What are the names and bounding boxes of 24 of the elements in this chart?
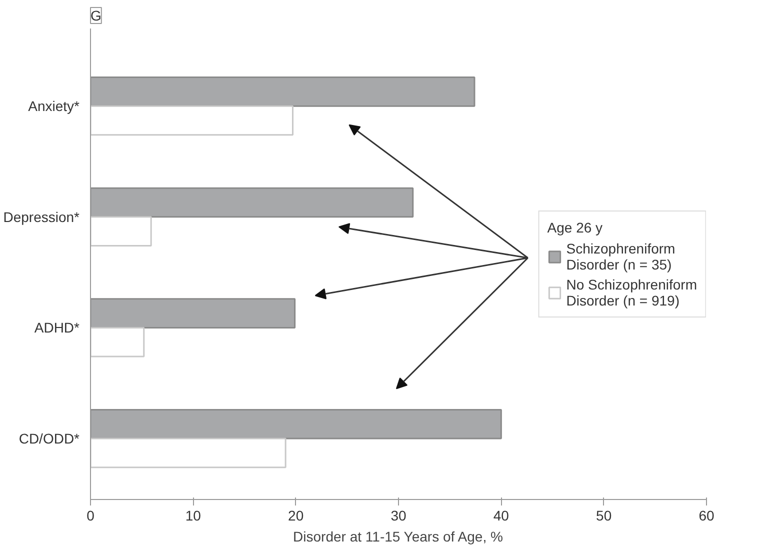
legend-title: Age 26 y bbox=[547, 219, 604, 235]
x-tick-label: 20 bbox=[288, 508, 304, 524]
y-tick-label: Depression* bbox=[3, 208, 80, 225]
bar bbox=[90, 105, 294, 136]
x-axis-title: Disorder at 11-15 Years of Age, % bbox=[293, 528, 503, 544]
text: G bbox=[90, 8, 102, 24]
x-tick-label: 30 bbox=[390, 508, 406, 524]
bar bbox=[90, 298, 296, 328]
legend-label: Schizophreniform Disorder (n = 35) bbox=[566, 240, 676, 272]
x-tick-label: 10 bbox=[185, 508, 202, 524]
bar bbox=[90, 408, 502, 440]
x-tick-label: 60 bbox=[698, 508, 714, 524]
bar bbox=[90, 76, 476, 107]
bar bbox=[90, 438, 286, 468]
y-tick-label: CD/ODD* bbox=[18, 430, 80, 447]
bar bbox=[90, 216, 152, 246]
x-tick-label: 50 bbox=[596, 508, 612, 524]
bar bbox=[90, 187, 414, 218]
x-tick-label: 40 bbox=[493, 508, 510, 524]
legend-label: No Schizophreniform Disorder (n = 919) bbox=[566, 276, 697, 308]
bar bbox=[90, 326, 145, 358]
x-tick-label: 0 bbox=[86, 508, 95, 524]
y-tick-label: Anxiety* bbox=[28, 98, 80, 114]
y-tick-label: ADHD* bbox=[34, 320, 80, 336]
